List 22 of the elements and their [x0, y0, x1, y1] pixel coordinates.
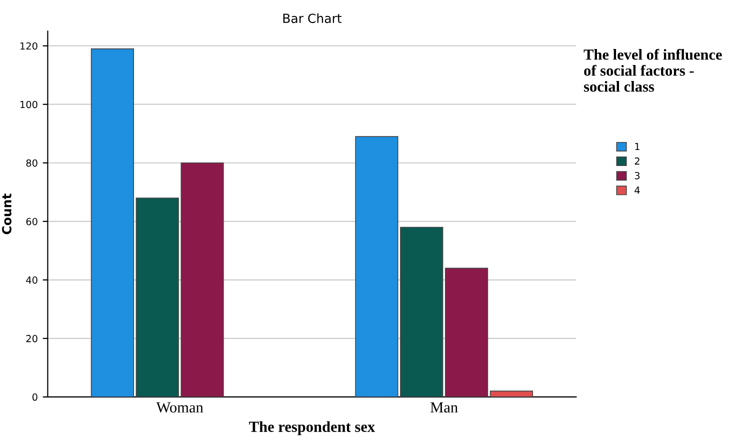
- legend-label: 4: [634, 186, 640, 194]
- x-tick-label: Man: [430, 402, 458, 413]
- y-tick-label: 80: [26, 159, 38, 167]
- legend-label: 2: [634, 157, 640, 165]
- y-axis-title: Count: [2, 194, 12, 234]
- bar: [490, 390, 534, 397]
- x-axis-title: The respondent sex: [249, 421, 375, 436]
- y-tick-label: 100: [20, 100, 38, 108]
- bar: [444, 268, 488, 397]
- legend-label: 3: [634, 172, 640, 180]
- bar: [90, 48, 134, 397]
- legend-label: 1: [635, 142, 640, 150]
- x-tick-label: Woman: [156, 402, 204, 413]
- y-tick-label: 0: [32, 393, 38, 401]
- y-tick-label: 20: [26, 334, 38, 342]
- bar: [400, 226, 444, 397]
- y-tick-label: 120: [20, 42, 38, 50]
- chart-title: Bar Chart: [283, 13, 342, 24]
- y-tick-label: 60: [26, 218, 38, 226]
- bar: [355, 136, 398, 397]
- y-tick-label: 40: [26, 276, 38, 284]
- legend-title: The level of influence of social factors - social class: [584, 48, 722, 92]
